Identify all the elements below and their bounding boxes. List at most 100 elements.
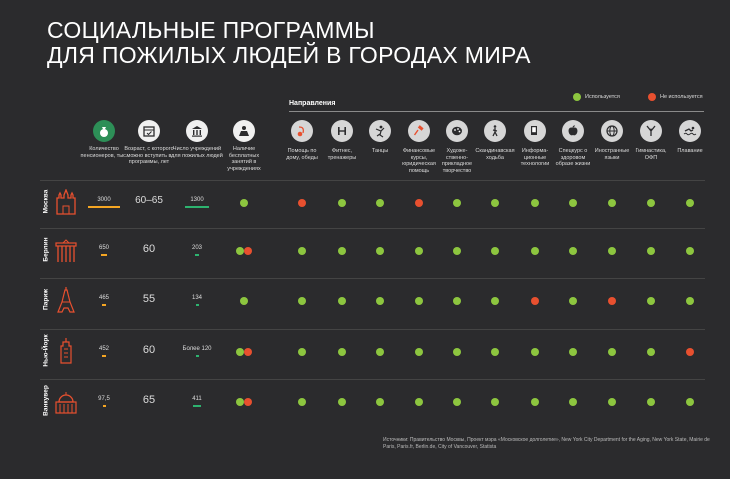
direction-dot — [453, 297, 461, 305]
free-classes-dot — [236, 247, 244, 255]
pensioners-bar — [101, 355, 107, 357]
swimming-icon — [679, 120, 701, 142]
free-classes-icon — [233, 120, 255, 142]
directions-divider — [289, 111, 704, 112]
direction-dot — [608, 199, 616, 207]
globe-icon — [601, 120, 623, 142]
direction-label: Танцы — [371, 148, 389, 154]
dance-icon — [369, 120, 391, 142]
money-bag-icon: $ — [93, 120, 115, 142]
direction-label: Плавание — [677, 148, 703, 154]
institutions-bar — [195, 254, 199, 256]
gymnastics-icon — [640, 120, 662, 142]
direction-dot — [531, 297, 539, 305]
svg-text:$: $ — [103, 131, 106, 137]
institutions-value: 411 — [192, 396, 202, 402]
institutions-value: 203 — [191, 245, 202, 251]
city-name: Париж — [42, 289, 50, 310]
dome-building-icon — [55, 388, 77, 419]
age-value: 65 — [142, 394, 156, 406]
pensioners-bar — [102, 405, 106, 407]
age-value: 60 — [142, 243, 156, 255]
pensioners-value: 650 — [98, 245, 109, 251]
direction-dot — [647, 247, 655, 255]
row-divider — [40, 379, 705, 380]
direction-dot — [338, 199, 346, 207]
institutions-value: 1300 — [190, 197, 204, 203]
direction-dot — [531, 398, 539, 406]
legend-not-used: Не используется — [648, 93, 703, 101]
direction-dot — [298, 297, 306, 305]
direction-dot — [298, 398, 306, 406]
direction-dot — [608, 398, 616, 406]
dumbbell-icon — [331, 120, 353, 142]
direction-label: Помощь по дому, обеды — [286, 148, 318, 161]
legend-not-used-label: Не используется — [660, 94, 703, 100]
pensioners-bar — [101, 304, 107, 306]
direction-dot — [686, 398, 694, 406]
direction-dot — [415, 199, 423, 207]
direction-dot — [647, 199, 655, 207]
direction-dot — [647, 348, 655, 356]
calendar-icon — [138, 120, 160, 142]
direction-dot — [531, 348, 539, 356]
directions-header: Направления — [289, 100, 336, 107]
direction-label: Спецкурс о здоровом образе жизни — [555, 148, 591, 167]
pensioners-value: 97,5 — [98, 396, 110, 402]
direction-dot — [491, 348, 499, 356]
direction-dot — [376, 199, 384, 207]
direction-dot — [298, 348, 306, 356]
direction-dot — [338, 348, 346, 356]
city-name: Нью-Йорк — [42, 334, 50, 367]
left-column-label: Наличие бесплатных занятий в учреждениях — [227, 146, 261, 172]
free-classes-dot — [244, 247, 252, 255]
direction-dot — [491, 247, 499, 255]
eiffel-tower-icon — [55, 287, 77, 318]
legend-used: Используется — [573, 93, 620, 101]
row-divider — [40, 278, 705, 279]
institutions-bar — [185, 206, 209, 208]
row-divider — [40, 228, 705, 229]
direction-dot — [647, 398, 655, 406]
direction-dot — [338, 247, 346, 255]
direction-dot — [453, 199, 461, 207]
kremlin-icon — [55, 188, 77, 220]
gavel-icon — [408, 120, 430, 142]
free-classes-dot — [244, 398, 252, 406]
direction-label: Скандинавская ходьба — [475, 148, 515, 161]
city-name: Москва — [42, 189, 50, 214]
row-divider — [40, 329, 705, 330]
institution-icon — [186, 120, 208, 142]
apple-icon — [562, 120, 584, 142]
left-column-label: Число учреждений для пожилых людей — [171, 146, 223, 159]
title-line-2: ДЛЯ ПОЖИЛЫХ ЛЮДЕЙ В ГОРОДАХ МИРА — [47, 42, 531, 68]
pensioners-value: 452 — [98, 346, 109, 352]
title-line-1: СОЦИАЛЬНЫЕ ПРОГРАММЫ — [47, 17, 375, 43]
free-classes-dot — [244, 348, 252, 356]
direction-label: Художе-ственно-прикладное творчество — [441, 148, 473, 174]
city-name: Берлин — [42, 237, 50, 262]
skyscraper-icon — [55, 338, 77, 369]
palette-icon — [446, 120, 468, 142]
direction-dot — [608, 297, 616, 305]
age-value: 55 — [142, 293, 156, 305]
institutions-bar — [195, 304, 199, 306]
institutions-value: Более 120 — [182, 346, 212, 352]
direction-dot — [376, 247, 384, 255]
free-classes-dot — [240, 199, 248, 207]
pensioners-value: 3000 — [97, 197, 111, 203]
direction-dot — [608, 348, 616, 356]
age-value: 60–65 — [135, 195, 163, 206]
sources-note: Источники: Правительство Москвы, Проект … — [383, 437, 710, 450]
walking-icon — [484, 120, 506, 142]
direction-label: Фитнес, тренажеры — [327, 148, 357, 161]
direction-dot — [453, 247, 461, 255]
direction-dot — [569, 247, 577, 255]
row-divider — [40, 180, 705, 181]
direction-dot — [376, 348, 384, 356]
direction-label: Информа-ционные технологии — [520, 148, 550, 167]
city-name: Ванкувер — [42, 385, 50, 416]
free-classes-dot — [236, 348, 244, 356]
direction-dot — [415, 348, 423, 356]
direction-label: Иностранные языки — [594, 148, 630, 161]
